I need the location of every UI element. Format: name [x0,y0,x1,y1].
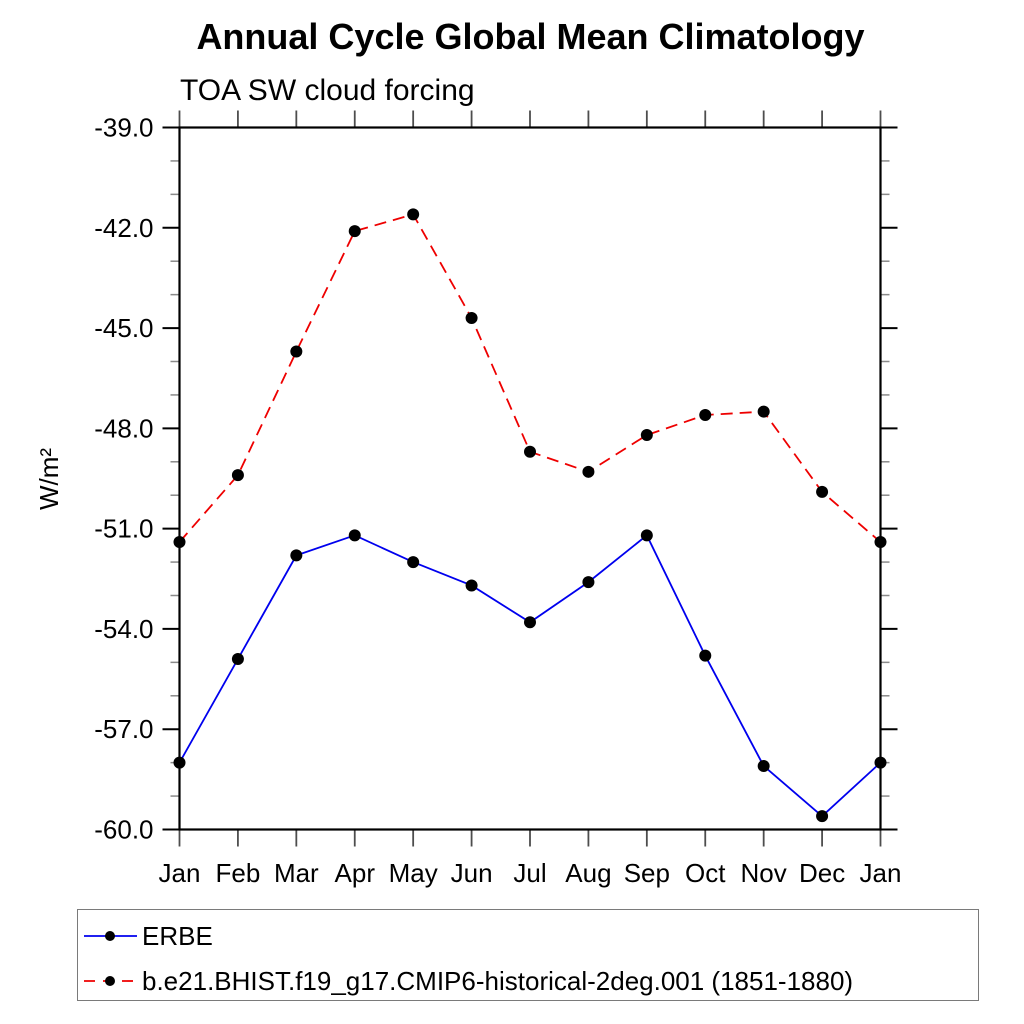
series-line-1 [178,213,882,543]
x-axis-tick-label: Jun [451,858,493,888]
y-axis-tick-label: -39.0 [94,113,153,143]
data-point-marker [173,536,186,549]
y-axis-tick-label: -42.0 [94,213,153,243]
legend-row-model: b.e21.BHIST.f19_g17.CMIP6-historical-2de… [82,966,853,996]
series-line-0 [178,533,882,818]
x-axis-tick-label: Dec [799,858,845,888]
x-axis-tick-label: Oct [685,858,726,888]
data-point-marker [173,756,186,769]
data-point-marker [290,345,303,358]
y-axis-tick-label: -60.0 [94,815,153,845]
x-axis-tick-label: Aug [565,858,611,888]
x-axis-tick-label: Apr [335,858,376,888]
plot-frame [178,126,882,831]
data-point-marker [874,756,887,769]
data-point-marker [640,529,653,542]
data-point-marker [816,810,829,823]
data-point-marker [348,529,361,542]
x-axis-tick-label: May [389,858,438,888]
data-point-marker [640,429,653,442]
data-point-marker [407,208,420,221]
x-axis-tick-label: Jan [159,858,201,888]
legend-row-erbe: ERBE [82,921,213,951]
data-point-marker [757,405,770,418]
legend-label-erbe: ERBE [142,921,213,951]
data-point-marker [524,445,536,458]
chart-title: Annual Cycle Global Mean Climatology [196,16,865,57]
x-axis-tick-label: Mar [274,858,319,888]
data-point-marker [348,225,361,238]
x-axis-tick-label: Feb [216,858,261,888]
y-axis-title: W/m² [34,448,64,510]
x-axis-tick-label: Nov [741,858,787,888]
data-point-marker [407,556,420,569]
x-axis-tick-label: Sep [624,858,670,888]
data-point-marker [582,576,595,589]
data-point-marker [699,649,712,662]
x-axis-tick-label: Jul [513,858,546,888]
legend-sample-model-line-icon [84,976,137,986]
legend: ERBE b.e21.BHIST.f19_g17.CMIP6-historica… [77,909,979,1001]
y-axis-tick-label: -54.0 [94,614,153,644]
data-point-marker [465,312,478,325]
data-point-marker [874,536,887,549]
y-axis-tick-label: -51.0 [94,514,153,544]
y-axis-tick-label: -57.0 [94,714,153,744]
legend-sample-erbe-line-icon [84,931,137,941]
data-point-marker [465,579,478,592]
data-point-marker [582,465,595,478]
legend-label-model: b.e21.BHIST.f19_g17.CMIP6-historical-2de… [142,966,854,996]
y-axis-tick-label: -45.0 [94,313,153,343]
data-point-marker [290,549,303,562]
chart-subtitle: TOA SW cloud forcing [180,74,475,107]
data-point-marker [231,469,244,482]
x-axis-tick-label: Jan [860,858,902,888]
data-point-marker [816,485,829,498]
data-point-marker [757,759,770,772]
data-point-marker [231,653,244,666]
data-point-marker [699,408,712,421]
data-point-marker [524,616,536,629]
y-axis-tick-label: -48.0 [94,413,153,443]
